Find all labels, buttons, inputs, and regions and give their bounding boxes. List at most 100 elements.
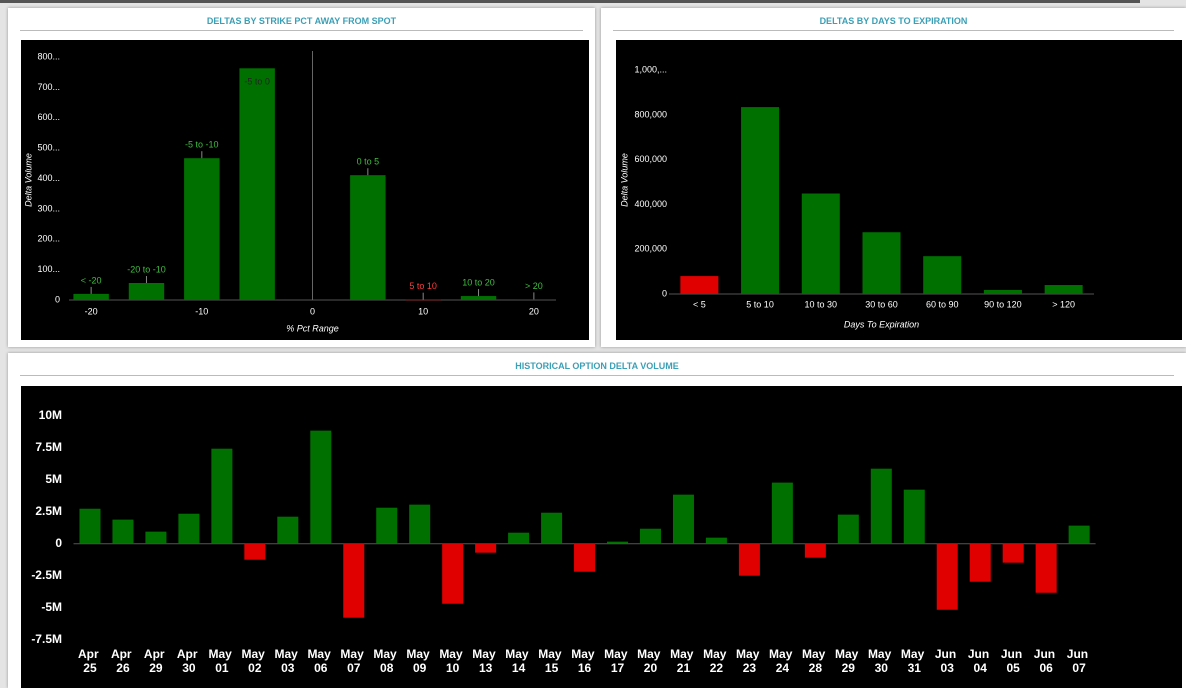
y-tick-label: 500... [37,143,60,153]
y-tick-label: 800,000 [634,109,667,119]
x-tick-label: May 03 [274,647,301,675]
y-axis-label: Delta Volume [23,153,33,207]
bar [639,528,661,544]
x-tick-label: -10 [195,306,208,316]
bar-label: 5 to 10 [409,281,437,291]
bar-label: -20 to -10 [127,264,166,274]
x-tick-label: May 17 [604,647,631,675]
x-tick-label: May 07 [340,647,367,675]
x-tick-label: 20 [529,306,539,316]
x-tick-label: 10 to 30 [805,299,838,309]
bar [1068,525,1090,544]
bar [145,531,167,544]
y-tick-label: 0 [662,288,667,298]
y-tick-label: 200... [37,234,60,244]
x-tick-label: < 5 [693,299,706,309]
x-tick-label: May 22 [703,647,730,675]
y-tick-label: 10M [39,408,62,422]
bar [574,543,596,572]
x-tick-label: Apr 30 [177,647,201,675]
bar [516,299,552,300]
bar-label: 10 to 20 [462,277,495,287]
y-tick-label: -2.5M [31,568,62,582]
y-tick-label: 800... [37,51,60,61]
title-rule [20,375,1174,376]
x-tick-label: May 21 [670,647,697,675]
y-tick-label: 100... [37,264,60,274]
x-tick-label: Jun 04 [968,647,993,675]
x-tick-label: May 30 [868,647,895,675]
x-tick-label: May 31 [901,647,928,675]
bar [862,232,901,294]
bar [837,514,859,544]
x-tick-label: May 01 [209,647,236,675]
x-tick-label: May 15 [538,647,565,675]
x-tick-label: Jun 06 [1034,647,1059,675]
x-tick-label: May 08 [373,647,400,675]
x-tick-label: -20 [85,306,98,316]
x-tick-label: Jun 07 [1067,647,1092,675]
bar [128,282,165,300]
x-tick-label: May 24 [769,647,796,675]
x-tick-label: 0 [310,306,315,316]
bar-label: 0 to 5 [357,157,380,167]
bar [541,512,563,544]
bar [1002,543,1024,563]
panel-title: DELTAS BY DAYS TO EXPIRATION [819,16,968,26]
y-tick-label: 7.5M [35,440,62,454]
x-tick-label: 5 to 10 [746,299,774,309]
bar [801,193,840,294]
bar [409,504,431,544]
x-tick-label: May 28 [802,647,829,675]
bar [244,543,266,560]
x-tick-label: 10 [418,306,428,316]
title-rule [20,30,583,31]
x-tick-label: May 09 [406,647,433,675]
y-tick-label: -5M [41,600,62,614]
bar [738,543,760,576]
bar [405,299,441,301]
x-tick-label: Jun 03 [935,647,960,675]
bar [672,494,694,544]
x-tick-label: May 29 [835,647,862,675]
bar [350,175,386,300]
bar-label: -5 to -10 [185,140,219,150]
x-tick-label: Apr 25 [78,647,102,675]
panel-title: DELTAS BY STRIKE PCT AWAY FROM SPOT [206,16,397,26]
bar-label: > 20 [525,281,543,291]
y-tick-label: -7.5M [31,632,62,646]
bar [771,482,793,544]
x-tick-label: May 13 [472,647,499,675]
x-tick-label: > 120 [1052,299,1075,309]
x-tick-label: 90 to 120 [984,299,1022,309]
bar [705,537,727,544]
panel-title: HISTORICAL OPTION DELTA VOLUME [515,361,679,371]
y-tick-label: 400,000 [634,199,667,209]
y-tick-label: 200,000 [634,244,667,254]
bar [983,289,1022,294]
bar-label: -5 to 0 [244,77,270,87]
x-tick-label: May 10 [439,647,466,675]
bar [607,541,629,544]
y-tick-label: 2.5M [35,504,62,518]
y-tick-label: 400... [37,173,60,183]
bar [460,296,497,300]
title-rule [613,30,1174,31]
bar [508,532,530,544]
history-chart: 10M 7.5M 5M 2.5M 0 -2.5M -5M -7.5M Apr 25 Apr 26 A… [21,386,1182,688]
bar [903,489,925,544]
bar [475,543,497,553]
x-tick-label: May 06 [307,647,334,675]
bar [680,276,719,294]
y-axis-label: Delta Volume [619,153,629,207]
y-tick-label: 600,000 [634,154,667,164]
bar [1035,543,1057,593]
bar [239,68,275,300]
bar [79,508,101,544]
strike-chart: 0 100... 200... 300... 400... 500... 600... 700… [21,40,589,340]
x-axis-label: Days To Expiration [844,319,919,329]
x-tick-label: Apr 26 [111,647,135,675]
bar [923,256,962,294]
y-tick-label: 0 [55,536,62,550]
